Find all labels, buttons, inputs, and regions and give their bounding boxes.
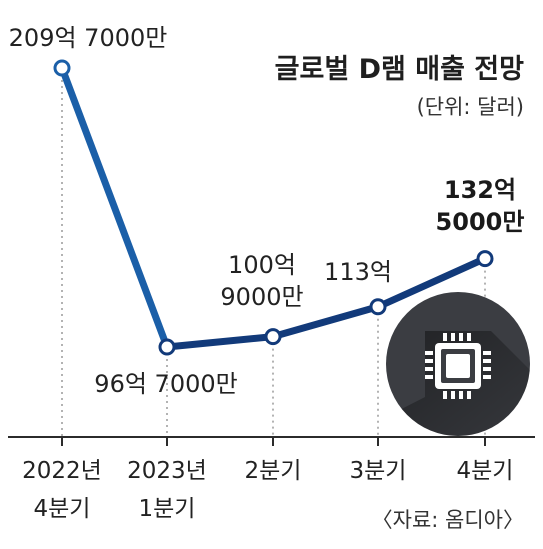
data-label: 5000만 <box>436 208 525 236</box>
microchip-icon <box>386 292 530 436</box>
series-segment <box>269 303 382 341</box>
x-tick-label: 2022년 <box>22 458 102 484</box>
data-point <box>476 250 494 268</box>
data-label: 113억 <box>324 258 392 286</box>
x-tick-label: 3분기 <box>350 458 407 484</box>
data-point <box>158 338 176 356</box>
x-tick-label: 4분기 <box>34 496 91 522</box>
x-tick-label: 4분기 <box>457 458 514 484</box>
unit-label: (단위: 달러) <box>417 95 524 119</box>
data-label: 100억 <box>228 251 296 279</box>
data-label: 96억 7000만 <box>94 370 237 398</box>
data-point <box>369 298 387 316</box>
data-labels: 209억 7000만 96억 7000만 100억 9000만 113억 132억 5000… <box>9 24 525 398</box>
source-label: 〈자료: 옴디아〉 <box>372 508 524 532</box>
series-segment <box>374 255 489 311</box>
data-label: 209억 7000만 <box>9 24 168 52</box>
x-tick-label: 2023년 <box>127 458 207 484</box>
series-segment <box>163 333 277 351</box>
series-line <box>58 64 489 351</box>
data-label: 9000만 <box>220 283 303 311</box>
chart-title: 글로벌 D램 매출 전망 <box>275 54 524 85</box>
data-point <box>264 328 282 346</box>
data-label: 132억 <box>444 176 516 204</box>
x-tick-labels: 2022년 4분기 2023년 1분기 2분기 3분기 4분기 <box>22 458 513 522</box>
x-tick-label: 2분기 <box>245 458 302 484</box>
data-markers <box>53 59 494 356</box>
x-tick-label: 1분기 <box>139 496 196 522</box>
data-point <box>53 59 71 77</box>
series-segment <box>58 64 171 351</box>
gridlines <box>61 68 486 446</box>
